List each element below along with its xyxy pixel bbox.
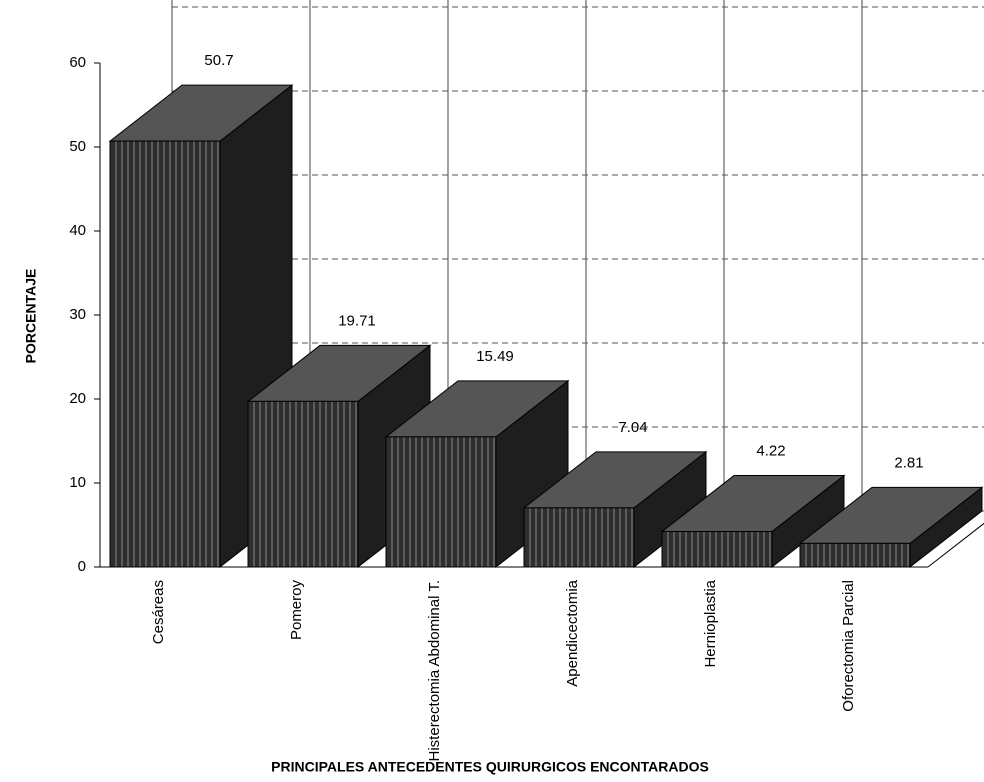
bar-face — [385, 436, 497, 568]
y-tick-label: 50 — [69, 138, 86, 155]
y-tick-label: 0 — [78, 558, 86, 575]
value-label: 15.49 — [476, 348, 514, 365]
value-label: 7.04 — [618, 419, 647, 436]
bar-face — [661, 531, 773, 568]
bar-face — [109, 140, 221, 568]
value-label: 19.71 — [338, 312, 376, 329]
y-tick-label: 40 — [69, 222, 86, 239]
x-tick-label: Apendicectomia — [564, 579, 581, 686]
x-tick-label: Hernioplastia — [702, 579, 719, 667]
y-tick-label: 60 — [69, 54, 86, 71]
bar — [522, 450, 708, 569]
x-axis-label: PRINCIPALES ANTECEDENTES QUIRURGICOS ENC… — [271, 759, 709, 775]
y-tick-label: 20 — [69, 390, 86, 407]
bar-face — [799, 542, 911, 568]
x-tick-label: Cesáreas — [150, 580, 167, 644]
y-axis-label: PORCENTAJE — [23, 269, 39, 364]
x-tick-label: Pomeroy — [288, 580, 305, 641]
value-label: 2.81 — [894, 454, 923, 471]
x-tick-label: Histerectomia Abdominal T. — [426, 580, 443, 761]
bar-face — [247, 400, 359, 568]
floor-line — [927, 522, 984, 568]
value-label: 4.22 — [756, 443, 785, 460]
bar-face — [523, 507, 635, 568]
value-label: 50.7 — [204, 52, 233, 69]
x-tick-label: Oforectomia Parcial — [840, 580, 857, 712]
y-tick-label: 10 — [69, 474, 86, 491]
y-tick-label: 30 — [69, 306, 86, 323]
bar — [798, 486, 984, 569]
